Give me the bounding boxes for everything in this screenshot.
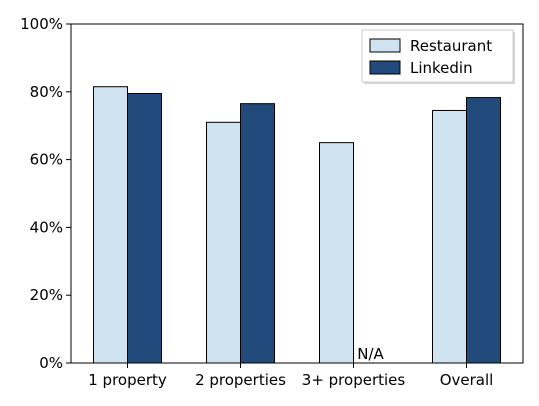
legend-swatch [369, 38, 401, 53]
y-tick-label: 20% [30, 286, 63, 304]
x-tick-label: 2 properties [195, 371, 286, 389]
bar-restaurant-0 [93, 86, 128, 364]
bar-linkedin-1 [240, 103, 275, 364]
x-tick-label: 1 property [88, 371, 167, 389]
bar-restaurant-3 [432, 109, 467, 364]
bar-linkedin-3 [466, 97, 501, 364]
y-tick-label: 0% [39, 354, 63, 372]
axes: 0% 20% 40% 60% 80% 100% 1 property 2 properties… [20, 15, 524, 389]
legend-label: Linkedin [410, 59, 473, 77]
x-tick-label: 3+ properties [302, 371, 406, 389]
x-tick-label: Overall [440, 371, 494, 389]
legend-label: Restaurant [410, 37, 492, 55]
bar-restaurant-1 [206, 121, 241, 364]
y-tick-label: 100% [20, 15, 63, 33]
annotation-label: N/A [357, 345, 384, 363]
y-tick-label: 80% [30, 83, 63, 101]
bars: N/A [93, 86, 501, 364]
legend: Restaurant Linkedin [361, 29, 515, 84]
bar-linkedin-0 [127, 92, 162, 364]
legend-swatch [369, 60, 401, 75]
y-tick-label: 40% [30, 218, 63, 236]
bar-restaurant-2 [319, 142, 354, 364]
y-tick-label: 60% [30, 151, 63, 169]
axes-frame [70, 23, 524, 364]
